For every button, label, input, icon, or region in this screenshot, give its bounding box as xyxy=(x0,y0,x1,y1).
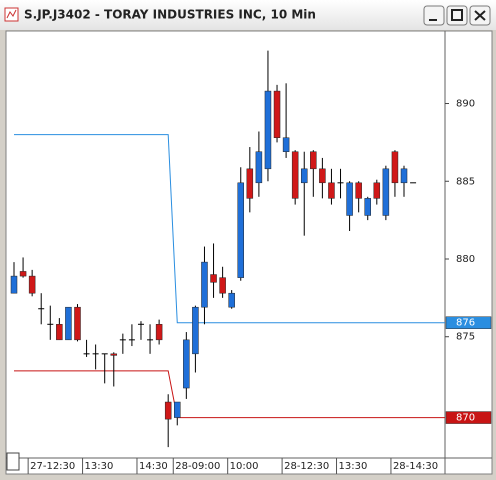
down-candle xyxy=(355,182,362,199)
price-marker xyxy=(445,411,492,424)
x-tick-label: 13:30 xyxy=(85,461,114,472)
minimize-button[interactable] xyxy=(423,5,445,26)
down-candle xyxy=(391,151,399,184)
x-tick-label: 28-14:30 xyxy=(393,461,438,472)
chart-panel xyxy=(5,30,493,475)
down-candle xyxy=(164,401,172,420)
x-tick-label: 13:30 xyxy=(339,461,368,472)
overlay-line xyxy=(14,134,445,324)
x-tick-label: 27-12:30 xyxy=(30,461,75,472)
down-candle xyxy=(328,182,335,199)
y-tick-label: 890 xyxy=(456,99,475,110)
up-candle xyxy=(364,198,371,216)
up-candle xyxy=(10,275,18,294)
x-tick-label: 28-12:30 xyxy=(284,461,329,472)
x-tick-label: 28-09:00 xyxy=(175,461,220,472)
window-title: S.JP.J3402 - TORAY INDUSTRIES INC, 10 Mi… xyxy=(24,8,316,22)
up-candle xyxy=(282,137,290,152)
down-candle xyxy=(28,275,36,294)
down-candle xyxy=(319,168,326,184)
down-candle xyxy=(210,274,217,283)
overlay-line xyxy=(14,370,445,419)
maximize-glyph xyxy=(451,9,463,21)
maximize-button[interactable] xyxy=(446,5,468,26)
price-marker-label: 870 xyxy=(456,413,475,424)
x-tick-label: 14:30 xyxy=(139,461,168,472)
y-tick-label: 880 xyxy=(456,254,475,265)
down-candle xyxy=(19,271,27,277)
up-candle xyxy=(264,90,272,170)
down-candle xyxy=(74,306,81,341)
down-candle xyxy=(246,168,254,199)
window-buttons xyxy=(423,5,491,26)
scroll-box[interactable] xyxy=(6,452,20,471)
up-candle xyxy=(228,292,235,308)
up-candle xyxy=(183,339,190,389)
title-bar xyxy=(0,0,496,30)
down-candle xyxy=(373,182,381,199)
up-candle xyxy=(174,401,181,418)
up-candle xyxy=(201,261,208,308)
down-candle xyxy=(291,151,299,199)
down-candle xyxy=(155,324,163,341)
down-candle xyxy=(219,277,226,294)
up-candle xyxy=(382,168,390,216)
up-candle xyxy=(255,151,263,184)
close-glyph xyxy=(474,10,486,21)
down-candle xyxy=(310,151,317,170)
up-candle xyxy=(400,168,408,184)
up-candle xyxy=(300,168,308,184)
price-marker xyxy=(445,316,492,329)
down-candle xyxy=(56,324,63,341)
y-tick-label: 875 xyxy=(456,332,475,343)
down-candle xyxy=(273,90,281,138)
x-tick-label: 10:00 xyxy=(230,461,259,472)
up-candle xyxy=(65,306,72,341)
up-candle xyxy=(192,306,199,355)
down-candle xyxy=(110,353,118,356)
up-candle xyxy=(237,182,244,278)
up-candle xyxy=(346,182,353,216)
price-marker-label: 876 xyxy=(456,318,475,329)
y-tick-label: 885 xyxy=(456,176,475,187)
app-icon-glyph xyxy=(6,9,17,19)
plot: 875 880 885 890 27-12:30 13:30 14:30 28-09:00 10… xyxy=(10,50,492,474)
